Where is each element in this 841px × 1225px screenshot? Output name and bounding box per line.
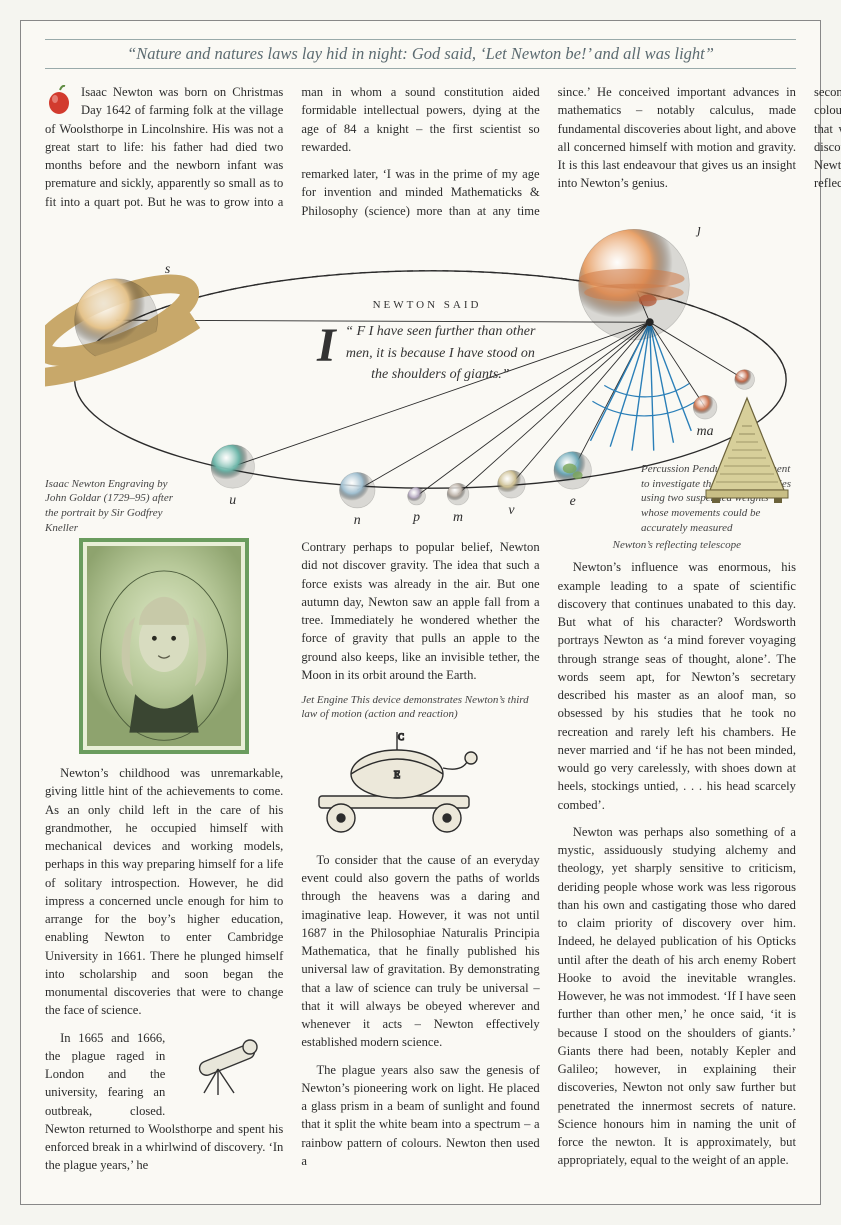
document-page: “Nature and natures laws lay hid in nigh… [20, 20, 821, 1205]
telescope-caption: Newton’s reflecting telescope [558, 538, 796, 552]
solar-system-diagram: sjunpmvema NEWTON SAID “ I F I have seen… [45, 227, 796, 532]
epigraph: “Nature and natures laws lay hid in nigh… [45, 39, 796, 69]
pendulum-icon [704, 394, 790, 504]
para-intro-3: second prism to combine the spectrum of … [814, 83, 841, 223]
para-6: Contrary perhaps to popular belief, Newt… [301, 538, 539, 684]
jet-engine-icon: E C [301, 726, 511, 836]
newton-portrait [45, 538, 283, 754]
telescope-icon [178, 1035, 278, 1099]
svg-text:n: n [354, 512, 361, 527]
svg-text:u: u [229, 492, 236, 507]
svg-text:m: m [453, 509, 463, 524]
svg-text:j: j [695, 227, 701, 236]
para-9: Newton’s influence was enormous, his exa… [558, 558, 796, 814]
svg-text:e: e [570, 493, 576, 508]
columns-bottom: Newton’s childhood was unremarkable, giv… [45, 538, 796, 1180]
telescope-figure [173, 1035, 283, 1099]
para-8: The plague years also saw the genesis of… [301, 1061, 539, 1171]
quote-heading: NEWTON SAID [317, 299, 537, 311]
svg-text:C: C [398, 732, 404, 742]
svg-text:E: E [394, 770, 400, 781]
portrait-icon [87, 546, 241, 746]
para-7: To consider that the cause of an everyda… [301, 851, 539, 1052]
caption-telescope: Newton’s reflecting telescope [558, 538, 796, 552]
quote-body: “ I F I have seen further than other men… [317, 321, 537, 386]
caption-jet: Jet Engine This device demonstrates Newt… [301, 693, 539, 722]
jet-engine-figure: Jet Engine This device demonstrates Newt… [301, 693, 539, 841]
open-quote: “ [345, 324, 353, 339]
para-4: Newton’s childhood was unremarkable, giv… [45, 764, 283, 1020]
svg-text:s: s [165, 261, 170, 276]
caption-portrait: Isaac Newton Engraving by John Goldar (1… [45, 477, 185, 536]
para-10: Newton was perhaps also something of a m… [558, 823, 796, 1170]
svg-text:p: p [412, 509, 420, 524]
quote-text: F I have seen further than other men, it… [346, 324, 536, 382]
apple-icon [45, 85, 73, 115]
columns-top: Isaac Newton was born on Christmas Day 1… [45, 83, 796, 223]
newton-quote: NEWTON SAID “ I F I have seen further th… [317, 299, 537, 386]
dropcap-i: I [317, 327, 336, 365]
svg-text:v: v [508, 502, 515, 517]
